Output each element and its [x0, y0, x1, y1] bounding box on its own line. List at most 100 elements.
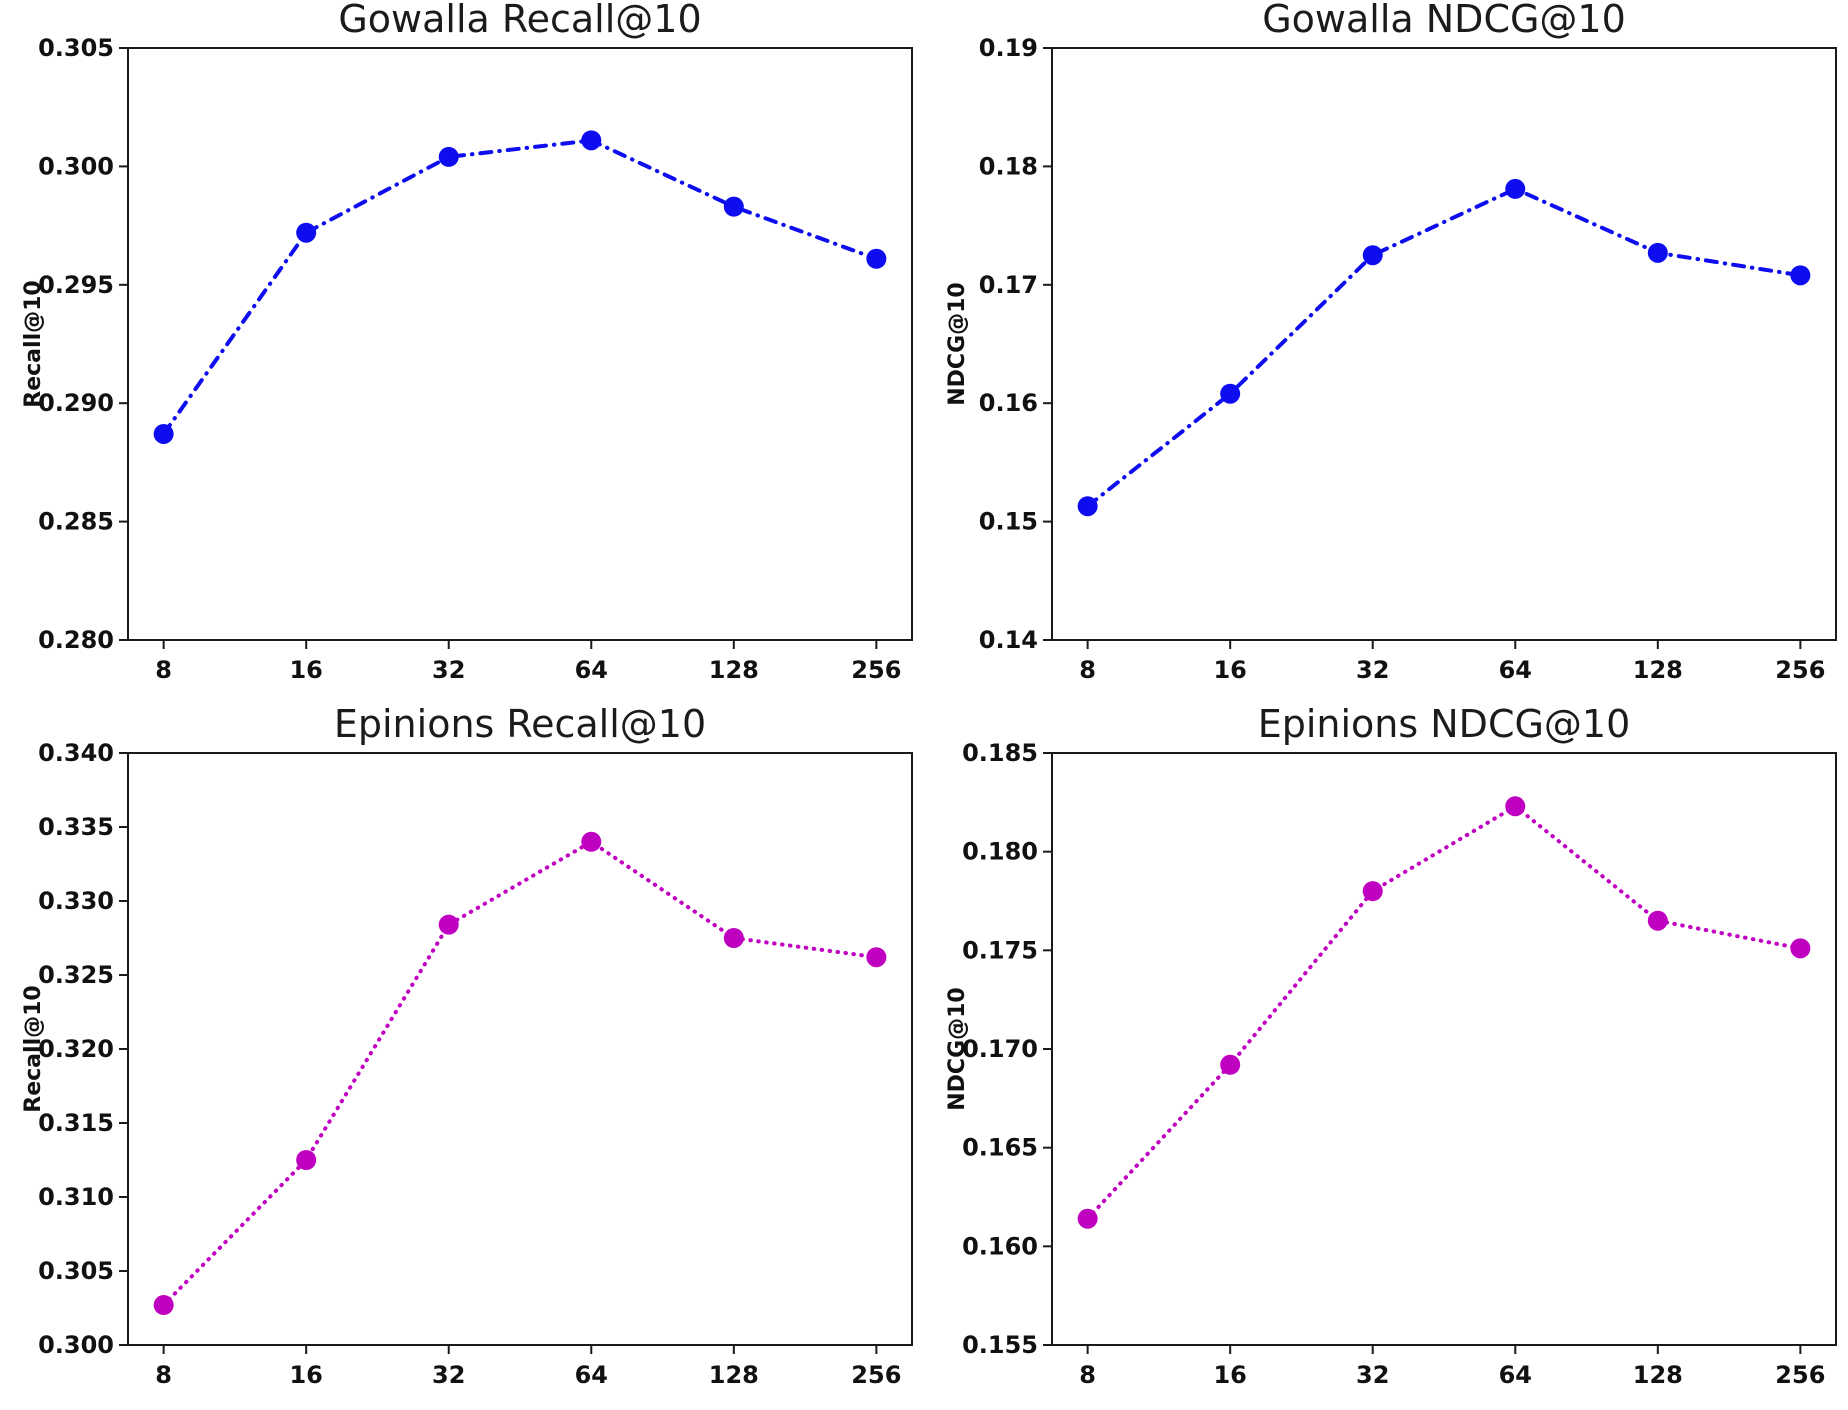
x-tick-label: 8: [1079, 656, 1096, 684]
x-tick-label: 32: [1356, 656, 1389, 684]
data-point-32: [438, 146, 459, 167]
data-point-16: [1220, 1054, 1241, 1075]
x-tick-label: 8: [155, 656, 172, 684]
y-tick-label: 0.310: [38, 1183, 114, 1211]
x-tick-label: 64: [1499, 1361, 1532, 1389]
data-point-256: [1790, 265, 1811, 286]
y-tick-label: 0.165: [962, 1134, 1038, 1162]
data-point-32: [1362, 881, 1383, 902]
y-tick-label: 0.330: [38, 887, 114, 915]
x-tick-label: 32: [432, 1361, 465, 1389]
subplot-gowalla-recall-10: Gowalla Recall@10 Recall@10 0.280 0.285 0.29…: [0, 0, 924, 705]
data-point-256: [1790, 938, 1811, 959]
series-line: [1085, 186, 1803, 509]
x-tick-label: 256: [851, 656, 901, 684]
plot-border: [127, 47, 913, 641]
y-tick-label: 0.185: [962, 739, 1038, 767]
chart-canvas-epinions-recall-10: Epinions Recall@10 Recall@10 0.300 0.305 0.3…: [21, 705, 913, 1389]
data-point-64: [1505, 178, 1526, 199]
y-tick-label: 0.325: [38, 961, 114, 989]
data-point-8: [1077, 496, 1098, 517]
y-tick-label: 0.280: [38, 626, 114, 654]
x-tick-label: 128: [1633, 1361, 1683, 1389]
series-line: [161, 138, 879, 436]
y-tick-label: 0.180: [962, 838, 1038, 866]
y-tick-label: 0.16: [979, 389, 1038, 417]
plot-border: [1051, 752, 1837, 1346]
data-point-128: [723, 928, 744, 948]
x-tick-label: 128: [709, 656, 759, 684]
y-tick-label: 0.15: [979, 508, 1038, 536]
chart-title: Epinions Recall@10: [334, 705, 706, 746]
data-point-16: [296, 222, 317, 243]
chart-title: Gowalla Recall@10: [338, 0, 701, 41]
y-tick-label: 0.300: [38, 1331, 114, 1359]
x-tick-label: 16: [1213, 656, 1246, 684]
x-tick-label: 16: [289, 656, 322, 684]
data-point-128: [1647, 910, 1668, 931]
y-tick-label: 0.14: [979, 626, 1038, 654]
y-tick-label: 0.300: [38, 152, 114, 180]
x-tick-label: 32: [1356, 1361, 1389, 1389]
data-point-64: [581, 831, 602, 852]
y-tick-label: 0.160: [962, 1232, 1038, 1260]
y-tick-label: 0.315: [38, 1109, 114, 1137]
data-point-128: [723, 196, 744, 217]
chart-title: Gowalla NDCG@10: [1262, 0, 1626, 41]
x-tick-label: 64: [575, 656, 608, 684]
y-tick-label: 0.290: [38, 389, 114, 417]
x-tick-label: 64: [575, 1361, 608, 1389]
y-tick-label: 0.305: [38, 34, 114, 62]
y-tick-label: 0.18: [979, 152, 1038, 180]
x-tick-label: 128: [1633, 656, 1683, 684]
data-point-64: [1505, 796, 1526, 817]
x-tick-label: 256: [1775, 656, 1825, 684]
data-point-8: [153, 1295, 174, 1316]
y-tick-label: 0.17: [979, 271, 1038, 299]
y-tick-label: 0.320: [38, 1035, 114, 1063]
y-axis-label: Recall@10: [21, 280, 46, 407]
y-tick-label: 0.175: [962, 936, 1038, 964]
y-tick-label: 0.285: [38, 508, 114, 536]
data-point-128: [1647, 242, 1668, 263]
x-tick-label: 16: [1213, 1361, 1246, 1389]
subplot-epinions-ndcg-10: Epinions NDCG@10 NDCG@10 0.155 0.160 0.165 0.…: [924, 705, 1848, 1410]
x-tick-label: 128: [709, 1361, 759, 1389]
y-tick-label: 0.305: [38, 1257, 114, 1285]
data-point-256: [866, 248, 887, 269]
y-tick-label: 0.295: [38, 271, 114, 299]
x-tick-label: 32: [432, 656, 465, 684]
subplot-gowalla-ndcg-10: Gowalla NDCG@10 NDCG@10 0.14 0.15 0.16 0.17 0.…: [924, 0, 1848, 705]
subplot-epinions-recall-10: Epinions Recall@10 Recall@10 0.300 0.305 0.3…: [0, 705, 924, 1410]
plot-border: [127, 752, 913, 1346]
y-tick-label: 0.155: [962, 1331, 1038, 1359]
data-point-8: [1077, 1208, 1098, 1229]
y-tick-label: 0.19: [979, 34, 1038, 62]
data-point-32: [1362, 245, 1383, 266]
x-tick-label: 64: [1499, 656, 1532, 684]
y-tick-label: 0.335: [38, 813, 114, 841]
x-tick-label: 256: [851, 1361, 901, 1389]
series-line: [161, 839, 879, 1307]
data-point-256: [866, 947, 887, 968]
x-tick-label: 8: [155, 1361, 172, 1389]
x-tick-label: 16: [289, 1361, 322, 1389]
data-point-64: [581, 130, 602, 151]
plot-border: [1051, 47, 1837, 641]
y-axis-label: Recall@10: [21, 985, 46, 1112]
x-tick-label: 8: [1079, 1361, 1096, 1389]
chart-title: Epinions NDCG@10: [1258, 705, 1631, 746]
x-tick-label: 256: [1775, 1361, 1825, 1389]
chart-canvas-gowalla-ndcg-10: Gowalla NDCG@10 NDCG@10 0.14 0.15 0.16 0.17 0.…: [945, 0, 1837, 684]
data-point-32: [438, 914, 459, 935]
chart-canvas-epinions-ndcg-10: Epinions NDCG@10 NDCG@10 0.155 0.160 0.165 0.…: [945, 705, 1837, 1389]
y-tick-label: 0.170: [962, 1035, 1038, 1063]
data-point-8: [153, 423, 174, 444]
series-line: [1085, 803, 1803, 1221]
y-axis-label: NDCG@10: [945, 987, 970, 1111]
data-point-16: [296, 1150, 317, 1170]
y-tick-label: 0.340: [38, 739, 114, 767]
data-point-16: [1220, 383, 1241, 404]
y-axis-label: NDCG@10: [945, 282, 970, 406]
